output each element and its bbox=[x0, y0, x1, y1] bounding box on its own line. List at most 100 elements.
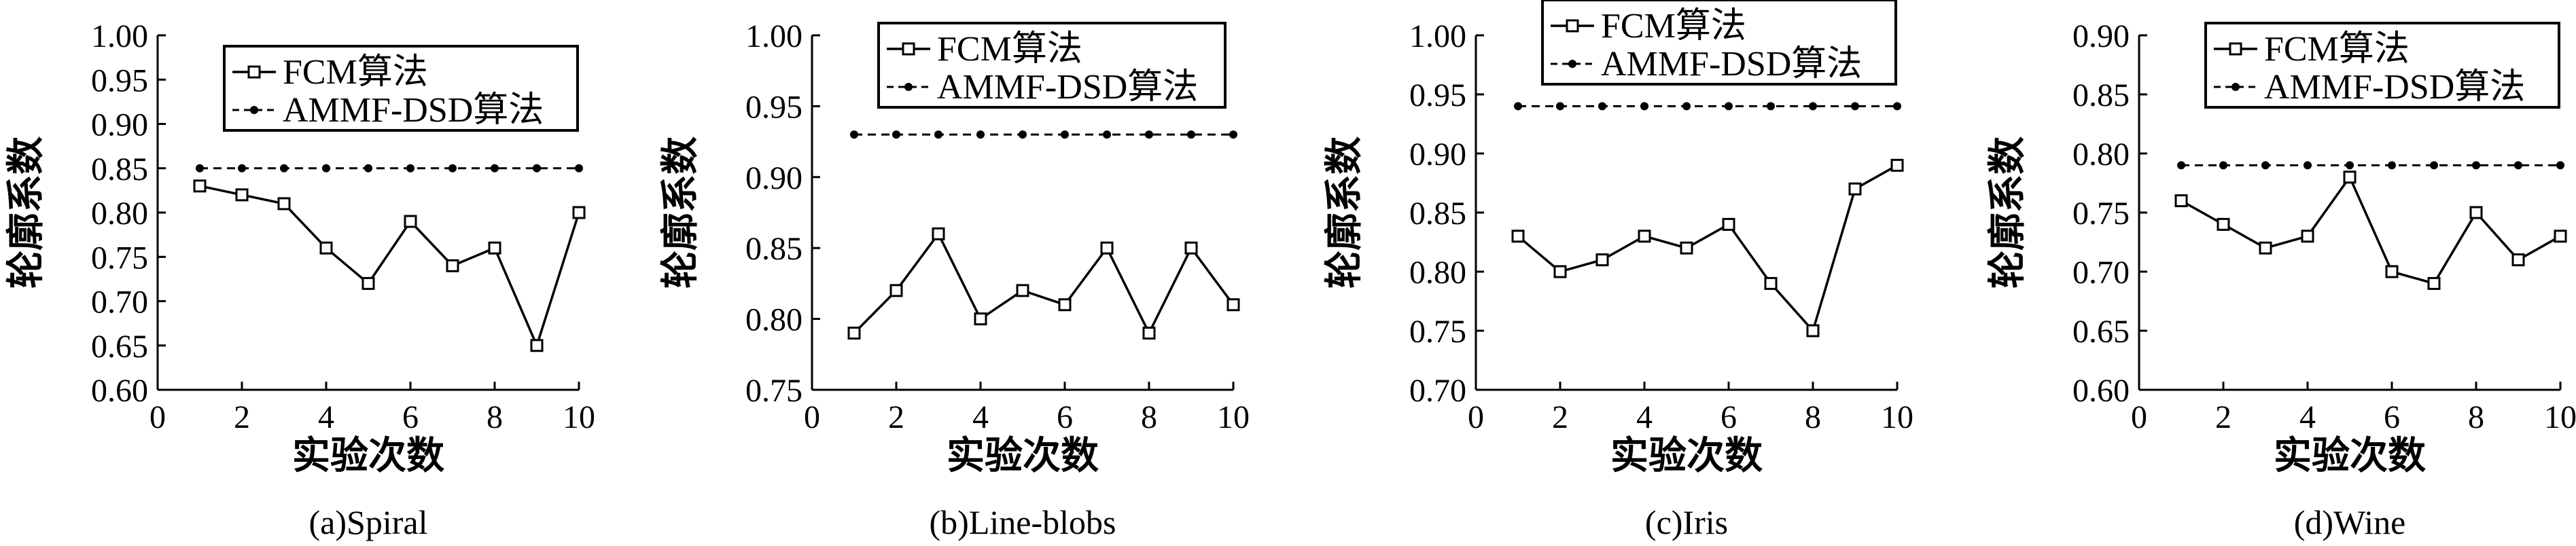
fcm-point bbox=[530, 339, 544, 352]
fcm-point bbox=[1184, 241, 1198, 255]
legend-fcm-label: FCM算法 bbox=[937, 30, 1082, 69]
x-tick-label: 4 bbox=[972, 399, 989, 435]
y-tick-label: 0.95 bbox=[1409, 77, 1466, 113]
fcm-point bbox=[1511, 230, 1525, 243]
x-axis-title: 实验次数 bbox=[947, 435, 1099, 477]
y-tick-label: 0.65 bbox=[91, 329, 148, 365]
fcm-point bbox=[2469, 206, 2483, 219]
y-tick-label: 0.85 bbox=[91, 151, 148, 187]
y-tick-label: 0.80 bbox=[2072, 136, 2130, 172]
y-axis-title: 轮廓系数 bbox=[1324, 136, 1366, 289]
fcm-point bbox=[1142, 326, 1156, 340]
x-tick-label: 6 bbox=[402, 399, 419, 435]
ammf-point bbox=[1767, 102, 1775, 111]
chart-panel: 0.60 0.65 0.70 0.75 0.80 0.85 0.90 0 2 4 6 8 10 实验次数 轮… bbox=[1987, 18, 2576, 541]
x-axis-title: 实验次数 bbox=[292, 435, 444, 477]
ammf-point bbox=[448, 164, 457, 172]
chart-panel: 0.60 0.65 0.70 0.75 0.80 0.85 0.90 0.95 1.00 0 2 4 6… bbox=[5, 18, 595, 541]
fcm-point bbox=[2174, 194, 2188, 208]
legend-fcm-marker bbox=[902, 42, 915, 56]
y-tick-label: 1.00 bbox=[91, 18, 148, 54]
ammf-point bbox=[2304, 161, 2312, 170]
ammf-point bbox=[2556, 161, 2564, 170]
legend-box bbox=[1541, 0, 1897, 86]
ammf-point bbox=[1598, 102, 1606, 111]
x-tick-label: 10 bbox=[1217, 399, 1250, 435]
y-tick-label: 0.70 bbox=[91, 285, 148, 321]
x-tick-label: 8 bbox=[1805, 399, 1821, 435]
ammf-point bbox=[2388, 161, 2396, 170]
ammf-point bbox=[280, 164, 288, 172]
fcm-point bbox=[2385, 265, 2399, 278]
fcm-point bbox=[277, 197, 291, 211]
fcm-point bbox=[1890, 158, 1904, 172]
fcm-point bbox=[1016, 284, 1029, 297]
x-tick-label: 2 bbox=[1552, 399, 1568, 435]
fcm-point bbox=[404, 215, 417, 228]
ammf-point bbox=[406, 164, 414, 172]
fcm-point bbox=[2427, 276, 2441, 290]
ammf-point bbox=[1061, 130, 1069, 139]
x-tick-label: 4 bbox=[2299, 399, 2316, 435]
y-tick-label: 0.90 bbox=[1409, 136, 1466, 172]
fcm-point bbox=[1680, 241, 1693, 255]
y-axis-title: 轮廓系数 bbox=[1987, 136, 2029, 289]
chart-caption: (d)Wine bbox=[2294, 503, 2406, 541]
y-tick-label: 0.90 bbox=[91, 107, 148, 143]
legend-box bbox=[877, 22, 1227, 109]
x-tick-label: 0 bbox=[804, 399, 820, 435]
ammf-point bbox=[2472, 161, 2480, 170]
y-tick-label: 0.85 bbox=[745, 231, 802, 267]
x-axis-title: 实验次数 bbox=[2274, 435, 2426, 477]
fcm-point bbox=[889, 284, 903, 297]
ammf-point bbox=[1682, 102, 1691, 111]
fcm-point bbox=[1595, 253, 1609, 267]
ammf-point bbox=[850, 130, 858, 139]
x-tick-label: 4 bbox=[318, 399, 334, 435]
ammf-point bbox=[1514, 102, 1522, 111]
y-tick-label: 0.85 bbox=[2072, 77, 2130, 113]
y-tick-label: 0.65 bbox=[2072, 314, 2130, 350]
y-tick-label: 0.75 bbox=[2072, 196, 2130, 232]
y-tick-label: 0.70 bbox=[1409, 373, 1466, 409]
fcm-point bbox=[847, 326, 861, 340]
fcm-point bbox=[1553, 265, 1567, 278]
legend-fcm-marker bbox=[2229, 42, 2242, 56]
ammf-point bbox=[934, 130, 942, 139]
legend-fcm-label: FCM算法 bbox=[283, 53, 428, 92]
ammf-point bbox=[1851, 102, 1859, 111]
x-tick-label: 0 bbox=[149, 399, 166, 435]
y-tick-label: 0.95 bbox=[745, 89, 802, 125]
y-tick-label: 0.80 bbox=[1409, 255, 1466, 291]
y-tick-label: 1.00 bbox=[1409, 18, 1466, 54]
chart-panel: 0.75 0.80 0.85 0.90 0.95 1.00 0 2 4 6 8 10 实验次数 轮廓系数 (… bbox=[660, 18, 1250, 541]
x-tick-label: 0 bbox=[1468, 399, 1484, 435]
y-axis-title: 轮廓系数 bbox=[5, 136, 48, 289]
fcm-point bbox=[319, 241, 333, 255]
x-tick-label: 2 bbox=[888, 399, 904, 435]
ammf-point bbox=[491, 164, 499, 172]
fcm-point bbox=[1848, 182, 1862, 196]
y-tick-label: 0.85 bbox=[1409, 196, 1466, 232]
chart-panel: 0.70 0.75 0.80 0.85 0.90 0.95 1.00 0 2 4 6 8 10 实验次数 轮… bbox=[1324, 0, 1913, 541]
y-tick-label: 0.80 bbox=[745, 302, 802, 338]
y-tick-label: 0.60 bbox=[2072, 373, 2130, 409]
ammf-point bbox=[2346, 161, 2354, 170]
ammf-point bbox=[2261, 161, 2270, 170]
fcm-point bbox=[974, 312, 987, 326]
fcm-point bbox=[446, 259, 459, 272]
fcm-point bbox=[361, 276, 375, 290]
legend-ammf-label: AMMF-DSD算法 bbox=[937, 68, 1198, 107]
legend-ammf-marker bbox=[904, 83, 913, 91]
fcm-point bbox=[193, 179, 207, 193]
y-tick-label: 0.70 bbox=[2072, 255, 2130, 291]
ammf-point bbox=[1893, 102, 1901, 111]
x-tick-label: 0 bbox=[2131, 399, 2147, 435]
x-tick-label: 8 bbox=[1141, 399, 1157, 435]
fcm-point bbox=[2511, 253, 2525, 267]
ammf-point bbox=[238, 164, 246, 172]
y-tick-label: 0.90 bbox=[745, 160, 802, 196]
fcm-series-line bbox=[199, 185, 580, 349]
legend-fcm-label: FCM算法 bbox=[2264, 30, 2410, 69]
fcm-point bbox=[2301, 230, 2314, 243]
